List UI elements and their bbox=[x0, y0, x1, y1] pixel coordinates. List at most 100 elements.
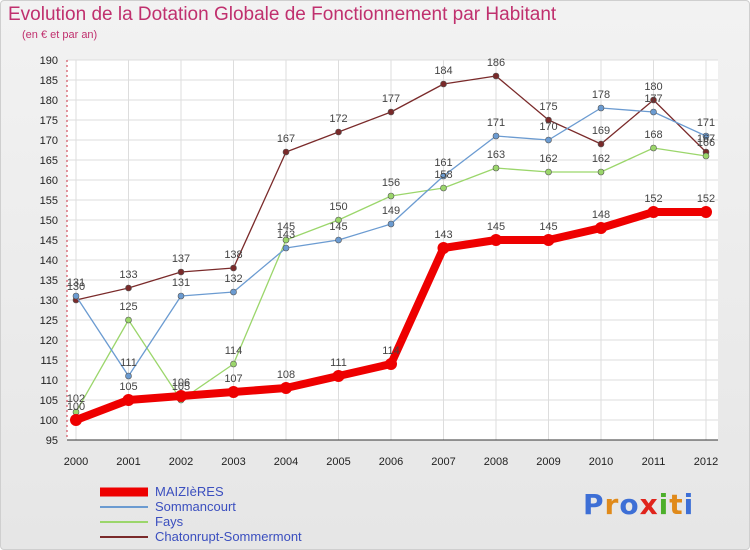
data-point bbox=[545, 116, 552, 124]
data-point bbox=[440, 80, 447, 88]
y-tick-label: 100 bbox=[40, 415, 58, 427]
y-tick-label: 180 bbox=[40, 95, 58, 107]
y-tick-label: 150 bbox=[40, 215, 58, 227]
chart-title: Evolution de la Dotation Globale de Fonc… bbox=[8, 4, 557, 25]
data-point bbox=[545, 136, 552, 144]
data-label: 145 bbox=[487, 221, 505, 233]
data-label: 100 bbox=[67, 401, 85, 413]
data-point bbox=[177, 268, 185, 276]
data-label: 143 bbox=[277, 229, 295, 241]
data-point bbox=[177, 292, 185, 300]
data-label: 172 bbox=[329, 113, 347, 125]
data-label: 107 bbox=[224, 373, 242, 385]
data-point bbox=[72, 292, 80, 300]
data-label: 170 bbox=[539, 121, 557, 133]
data-label: 137 bbox=[172, 253, 190, 265]
logo-letter: o bbox=[619, 488, 640, 521]
data-label: 175 bbox=[539, 101, 557, 113]
data-label: 156 bbox=[382, 177, 400, 189]
data-point bbox=[597, 140, 605, 148]
line-chart: 95 100 105 110 115 120 125 130 135 140 145 150 155 16… bbox=[40, 55, 719, 468]
x-tick-label: 2003 bbox=[221, 456, 245, 468]
data-label: 178 bbox=[592, 89, 610, 101]
data-label: 105 bbox=[119, 381, 137, 393]
data-point bbox=[492, 72, 500, 80]
data-point bbox=[282, 236, 290, 244]
x-tick-label: 2009 bbox=[536, 456, 560, 468]
data-label: 145 bbox=[329, 221, 347, 233]
data-point bbox=[650, 96, 657, 104]
data-label: 161 bbox=[434, 157, 452, 169]
logo-letter: i bbox=[683, 488, 695, 521]
data-point bbox=[437, 242, 450, 254]
legend-swatch bbox=[100, 535, 148, 538]
data-label: 131 bbox=[67, 277, 85, 289]
data-label: 145 bbox=[539, 221, 557, 233]
data-point bbox=[280, 382, 292, 394]
logo-letter: r bbox=[604, 488, 620, 521]
data-point bbox=[335, 236, 342, 244]
data-point bbox=[230, 288, 237, 296]
data-label: 138 bbox=[224, 249, 242, 261]
data-point bbox=[702, 152, 710, 160]
data-label: 168 bbox=[644, 129, 662, 141]
data-point bbox=[335, 128, 342, 136]
y-tick-label: 185 bbox=[40, 75, 58, 87]
data-label: 106 bbox=[172, 377, 190, 389]
data-point bbox=[490, 234, 502, 246]
y-tick-label: 130 bbox=[40, 295, 58, 307]
data-point bbox=[647, 206, 660, 218]
legend-swatch bbox=[100, 520, 148, 523]
data-label: 114 bbox=[225, 345, 243, 357]
data-label: 111 bbox=[330, 357, 347, 369]
data-point bbox=[545, 168, 552, 176]
data-point bbox=[387, 192, 395, 200]
y-tick-label: 105 bbox=[40, 395, 58, 407]
data-point bbox=[332, 370, 345, 382]
data-label: 130 bbox=[67, 281, 85, 293]
y-tick-label: 115 bbox=[40, 355, 58, 367]
data-label: 169 bbox=[592, 125, 610, 137]
data-label: 171 bbox=[697, 117, 715, 129]
data-point bbox=[282, 148, 290, 156]
data-label: 133 bbox=[119, 269, 137, 281]
x-tick-label: 2008 bbox=[484, 456, 508, 468]
data-point bbox=[175, 390, 187, 402]
y-tick-label: 170 bbox=[40, 135, 58, 147]
data-label: 149 bbox=[382, 205, 400, 217]
proxiti-logo: Proxiti bbox=[583, 488, 694, 521]
data-label: 177 bbox=[382, 93, 400, 105]
data-point bbox=[650, 108, 657, 116]
x-tick-label: 2001 bbox=[116, 456, 140, 468]
data-point bbox=[595, 222, 607, 234]
data-point bbox=[597, 104, 605, 112]
plot-area bbox=[67, 60, 718, 440]
data-label: 102 bbox=[67, 393, 85, 405]
legend-swatch bbox=[100, 505, 148, 508]
chart-subtitle: (en € et par an) bbox=[22, 29, 98, 41]
data-label: 143 bbox=[434, 229, 452, 241]
data-point bbox=[230, 264, 237, 272]
logo-letter: t bbox=[669, 488, 684, 521]
data-point bbox=[492, 164, 500, 172]
data-point bbox=[125, 372, 132, 380]
data-point bbox=[440, 184, 447, 192]
x-tick-label: 2004 bbox=[274, 456, 298, 468]
data-label: 186 bbox=[487, 57, 505, 69]
y-tick-label: 190 bbox=[40, 55, 58, 67]
data-label: 131 bbox=[172, 277, 190, 289]
y-tick-label: 140 bbox=[40, 255, 58, 267]
data-point bbox=[597, 168, 605, 176]
legend-label: Fays bbox=[155, 514, 184, 529]
data-label: 162 bbox=[592, 153, 610, 165]
x-tick-label: 2007 bbox=[431, 456, 455, 468]
data-label: 111 bbox=[120, 357, 137, 369]
data-point bbox=[335, 216, 342, 224]
data-point bbox=[542, 234, 555, 246]
y-tick-label: 135 bbox=[40, 275, 58, 287]
legend-swatch bbox=[100, 487, 148, 496]
logo-letter: x bbox=[639, 488, 659, 521]
x-tick-label: 2011 bbox=[642, 456, 666, 468]
data-label: 108 bbox=[277, 369, 295, 381]
data-label: 114 bbox=[382, 345, 400, 357]
